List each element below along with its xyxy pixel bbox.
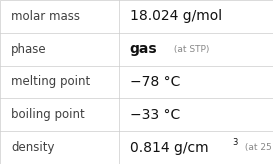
Text: boiling point: boiling point bbox=[11, 108, 85, 121]
Text: gas: gas bbox=[130, 42, 157, 56]
Text: density: density bbox=[11, 141, 54, 154]
Text: phase: phase bbox=[11, 43, 46, 56]
Text: 0.814 g/cm: 0.814 g/cm bbox=[130, 141, 208, 155]
Text: melting point: melting point bbox=[11, 75, 90, 89]
Text: 3: 3 bbox=[233, 138, 238, 147]
Text: −33 °C: −33 °C bbox=[130, 108, 180, 122]
Text: 18.024 g/mol: 18.024 g/mol bbox=[130, 9, 222, 23]
Text: (at 25 °C): (at 25 °C) bbox=[242, 143, 273, 152]
Text: −78 °C: −78 °C bbox=[130, 75, 180, 89]
Text: molar mass: molar mass bbox=[11, 10, 80, 23]
Text: (at STP): (at STP) bbox=[171, 45, 209, 54]
